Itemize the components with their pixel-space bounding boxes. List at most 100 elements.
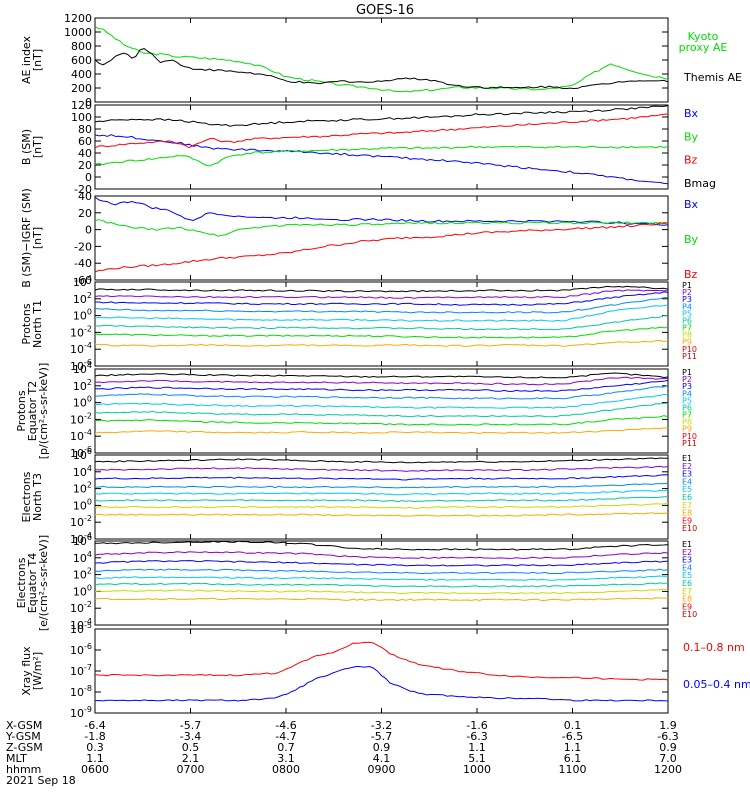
series-group xyxy=(95,285,668,347)
series-line-p8 xyxy=(95,427,668,435)
series-line-e2 xyxy=(95,465,668,472)
series-group xyxy=(95,372,668,435)
series-line-p7 xyxy=(95,415,668,426)
footer-value: 0600 xyxy=(81,763,109,776)
footer-value: -3.2 xyxy=(371,719,392,732)
footer-value: 0.3 xyxy=(86,741,104,754)
y-tick-label: 10-6 xyxy=(70,642,92,657)
footer-value: 1100 xyxy=(559,763,587,776)
series-group xyxy=(95,541,668,602)
y-tick-label: 102 xyxy=(73,481,92,496)
series-line-e3 xyxy=(95,560,668,567)
y-tick-label: 0 xyxy=(85,96,92,109)
legend-entry: P11 xyxy=(682,439,697,448)
series-line-e2 xyxy=(95,551,668,559)
footer-date: 2021 Sep 18 xyxy=(6,774,76,787)
series-line-p4 xyxy=(95,296,668,314)
series-line-p4 xyxy=(95,384,668,400)
series-line-p6 xyxy=(95,402,668,418)
series-line-bmag xyxy=(95,105,668,127)
legend-entry: P4 xyxy=(682,389,692,398)
y-tick-label: 10-7 xyxy=(70,663,92,678)
legend-entry: E4 xyxy=(682,477,692,486)
legend-entry: Bz xyxy=(684,268,698,281)
footer-value: 5.1 xyxy=(468,752,486,765)
legend-entry: P9 xyxy=(682,425,692,434)
y-axis-label: [p/(cm²-s-sr-keV)] xyxy=(37,363,50,460)
footer-value: 0.9 xyxy=(373,741,391,754)
legend-entry: E3 xyxy=(682,470,692,479)
y-tick-label: 40 xyxy=(78,190,92,203)
y-axis-label: [W/m²] xyxy=(31,652,44,690)
legend-entry: E9 xyxy=(682,516,692,525)
y-axis-label: Protons xyxy=(20,303,33,344)
footer-value: 1.1 xyxy=(468,741,486,754)
y-tick-label: 80 xyxy=(78,123,92,136)
y-tick-label: 10-6 xyxy=(70,445,92,460)
series-line-bz xyxy=(95,222,668,273)
series-line-e8 xyxy=(95,597,668,602)
legend-entry: P10 xyxy=(682,432,697,441)
y-tick-label: 600 xyxy=(71,54,92,67)
panel-frame xyxy=(94,540,669,626)
y-tick-label: 0 xyxy=(85,224,92,237)
footer-value: 0.1 xyxy=(564,719,582,732)
y-tick-label: 1200 xyxy=(64,12,92,25)
series-line-e3 xyxy=(95,474,668,481)
legend-entry: P2 xyxy=(682,288,692,297)
footer-value: 1.1 xyxy=(564,741,582,754)
footer-value: 0.5 xyxy=(182,741,200,754)
legend-entry: Kyoto xyxy=(688,30,719,43)
y-tick-label: 102 xyxy=(73,567,92,582)
y-tick-label: -20 xyxy=(74,183,92,196)
legend-entry: Bx xyxy=(684,198,699,211)
series-group xyxy=(95,105,668,185)
panel-xray: 10-5 10-6 10-7 10-8 10-9 Xray flux[W/m²] 0.1–0… xyxy=(20,621,750,720)
footer-value: 0700 xyxy=(177,763,205,776)
y-tick-label: 10-9 xyxy=(70,705,92,720)
series-line-0-1-0-8-nm xyxy=(95,641,668,681)
series-line-by xyxy=(95,145,668,167)
legend-entry: E3 xyxy=(682,556,692,565)
y-tick-label: 100 xyxy=(71,111,92,124)
legend-entry: P10 xyxy=(682,345,697,354)
series-line-p8 xyxy=(95,339,668,347)
y-axis-label: B (SM)−IGRF (SM) xyxy=(20,188,33,288)
series-group xyxy=(95,457,668,517)
y-tick-label: 100 xyxy=(73,308,92,323)
y-tick-label: 800 xyxy=(71,40,92,53)
legend-entry: E9 xyxy=(682,602,692,611)
footer-row-label: Z-GSM xyxy=(6,741,43,754)
footer-value: 1200 xyxy=(654,763,682,776)
legend-entry: Bmag xyxy=(684,177,716,190)
y-axis-label: North T1 xyxy=(31,300,44,348)
series-line-p7 xyxy=(95,326,668,339)
y-tick-label: -40 xyxy=(74,257,92,270)
legend-entry: P8 xyxy=(682,331,692,340)
series-line-p3 xyxy=(95,379,668,392)
plot-title: GOES-16 xyxy=(356,3,414,18)
footer-value: -4.7 xyxy=(275,730,296,743)
legend-entry: E10 xyxy=(682,524,697,533)
series-line-e4 xyxy=(95,482,668,489)
footer-value: 4.1 xyxy=(373,752,391,765)
panel-bigrf: -60 -40 -20 0 20 40 B (SM)−IGRF (SM)[nT] Bx By Bz xyxy=(20,188,699,288)
series-line-e4 xyxy=(95,568,668,575)
legend-entry: P3 xyxy=(682,382,692,391)
y-tick-label: 10-2 xyxy=(70,411,92,426)
footer-value: -6.4 xyxy=(84,719,105,732)
footer-value: -5.7 xyxy=(180,719,201,732)
footer-value: 2.1 xyxy=(182,752,200,765)
y-axis-label: Xray flux xyxy=(20,646,33,696)
series-line-0-05-0-4-nm xyxy=(95,665,668,702)
y-axis-label: Protons xyxy=(15,390,28,431)
legend-entry: P6 xyxy=(682,403,692,412)
legend-entry: E6 xyxy=(682,493,692,502)
y-tick-label: 10-2 xyxy=(70,514,92,529)
y-tick-label: 10-5 xyxy=(70,621,92,636)
series-line-kyoto xyxy=(95,26,668,93)
